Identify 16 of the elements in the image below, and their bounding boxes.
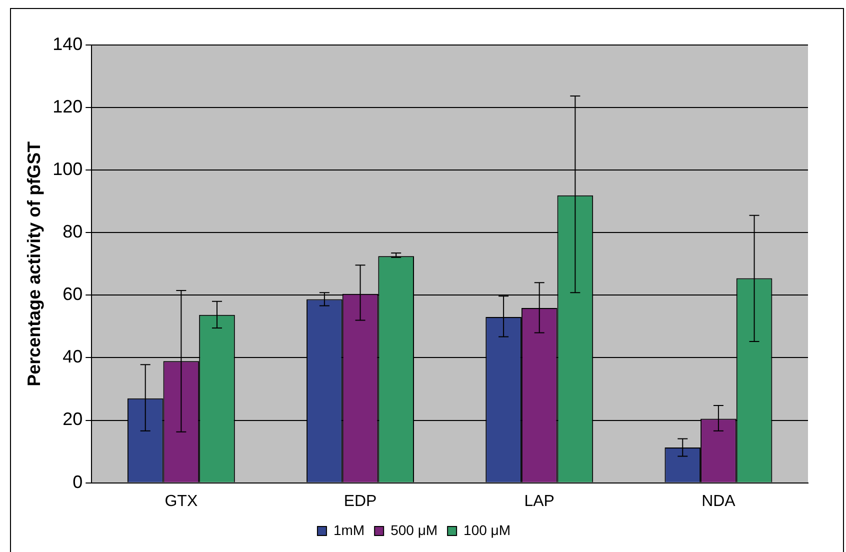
x-tick-label: GTX (164, 492, 198, 510)
y-tick-label: 40 (62, 346, 83, 367)
y-tick-label: 140 (52, 34, 83, 54)
y-tick-label: 80 (62, 222, 83, 242)
legend-label: 1mM (333, 522, 365, 538)
y-tick-label: 100 (52, 159, 83, 180)
y-tick-label: 0 (72, 472, 83, 492)
legend-label: 100 μM (464, 522, 511, 538)
x-tick-label: EDP (344, 492, 377, 510)
x-tick-label: NDA (702, 492, 736, 510)
legend-label: 500 μM (390, 522, 438, 538)
y-tick-label: 120 (52, 96, 83, 117)
y-tick-label: 20 (62, 409, 83, 430)
y-tick-label: 60 (62, 284, 83, 304)
x-tick-label: LAP (524, 492, 554, 510)
y-axis-title: Percentage activity of pfGST (24, 141, 44, 386)
